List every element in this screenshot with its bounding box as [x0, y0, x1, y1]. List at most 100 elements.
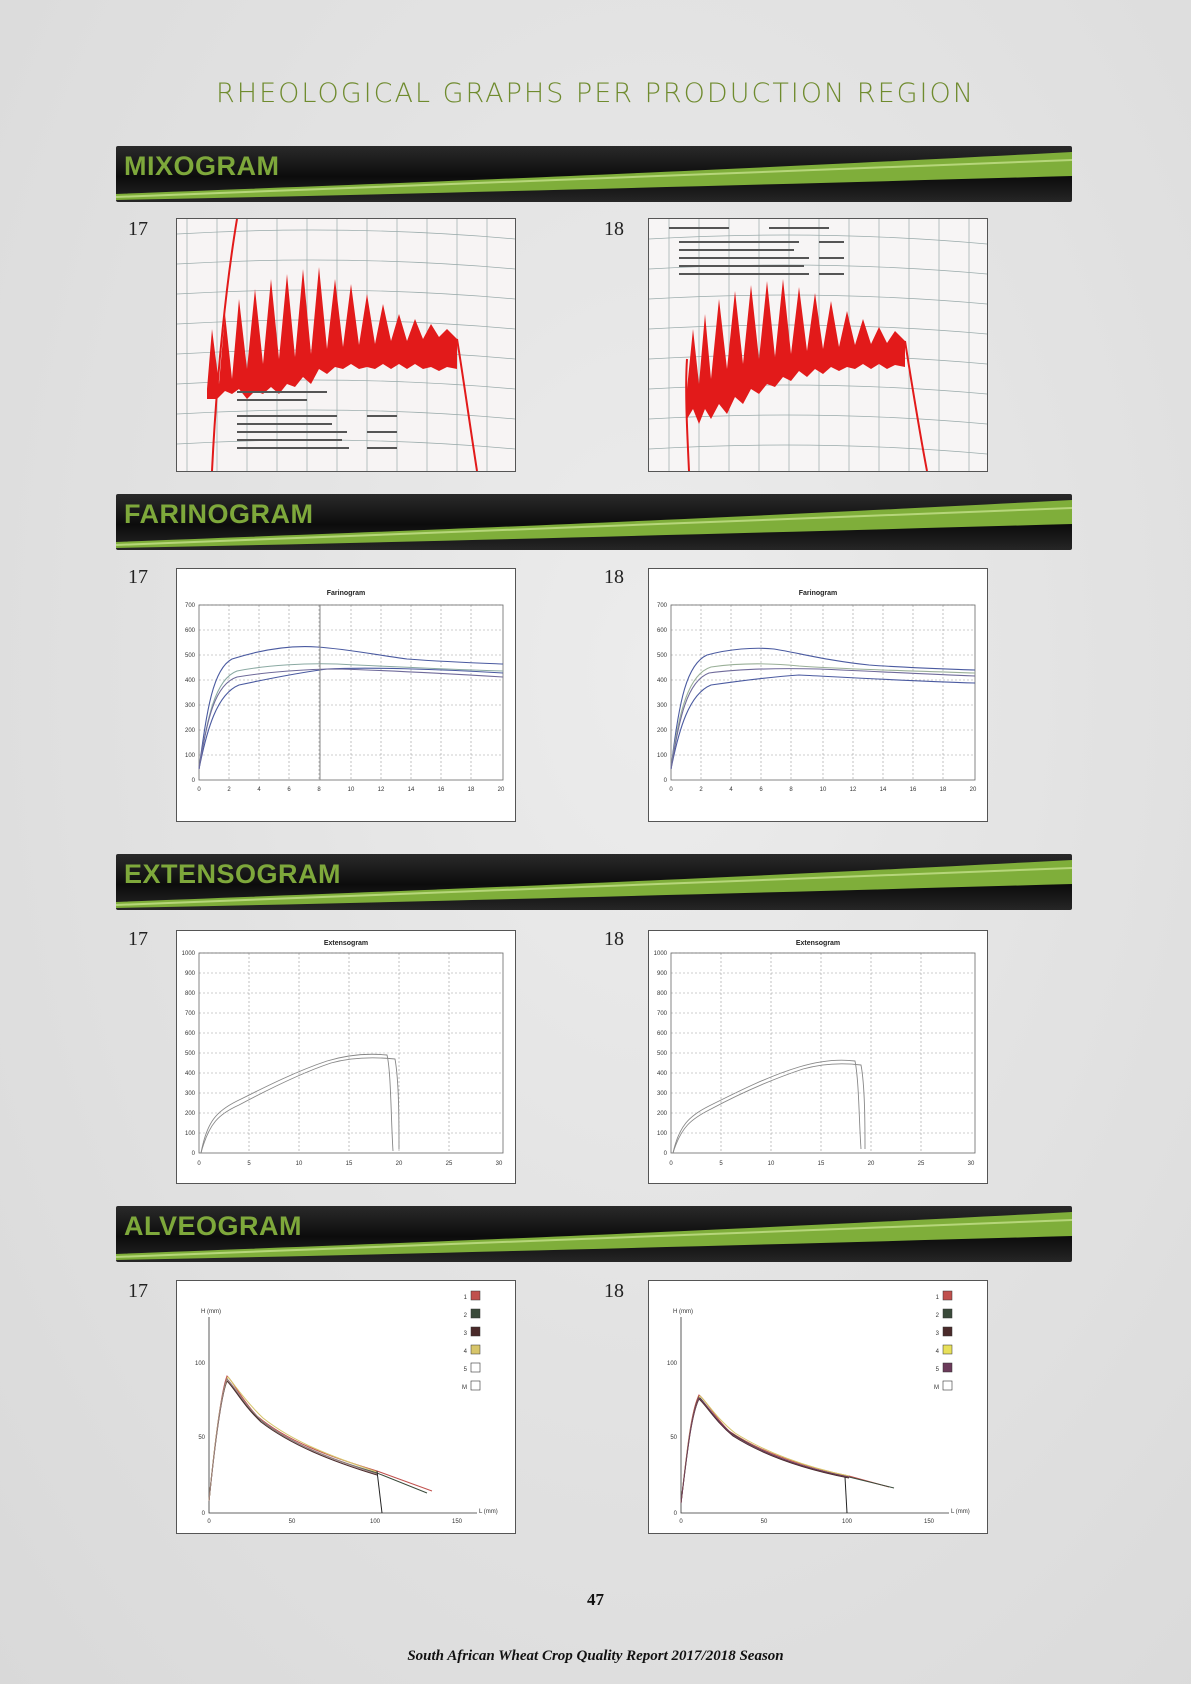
grass-blade-graphic	[116, 1212, 1072, 1260]
section-heading-extensogram: EXTENSOGRAM	[124, 859, 342, 889]
svg-text:500: 500	[185, 653, 196, 659]
legend-label: 2	[464, 1313, 468, 1319]
svg-text:50: 50	[761, 1519, 768, 1525]
section-band-farinogram: FARINOGRAM	[116, 494, 1072, 550]
legend-label: 5	[936, 1367, 940, 1373]
legend-label: M	[934, 1385, 939, 1391]
svg-text:100: 100	[185, 753, 196, 759]
x-axis-label: L (mm)	[951, 1509, 970, 1515]
legend-label: 5	[464, 1367, 468, 1373]
section-band-alveogram: ALVEOGRAM	[116, 1206, 1072, 1262]
svg-text:18: 18	[940, 787, 947, 793]
section-heading-mixogram: MIXOGRAM	[124, 151, 280, 181]
extensogram-chart-18: Extensogram 0 100 200 300 400 500 600 700 800 …	[648, 930, 988, 1184]
page-number: 47	[587, 1590, 604, 1609]
svg-text:10: 10	[768, 1161, 775, 1167]
svg-text:0: 0	[197, 1161, 201, 1167]
svg-text:14: 14	[408, 787, 415, 793]
svg-text:5: 5	[247, 1161, 251, 1167]
svg-text:15: 15	[818, 1161, 825, 1167]
svg-text:20: 20	[498, 787, 505, 793]
legend-label: 3	[936, 1331, 940, 1337]
legend: 1 2 3 4 5 M	[462, 1290, 481, 1391]
svg-text:700: 700	[185, 603, 196, 609]
svg-text:5: 5	[719, 1161, 723, 1167]
section-heading-alveogram: ALVEOGRAM	[124, 1211, 302, 1241]
svg-text:700: 700	[185, 1011, 196, 1017]
region-label: 18	[604, 566, 624, 588]
legend-label: M	[462, 1385, 467, 1391]
svg-text:200: 200	[185, 1111, 196, 1117]
chart-title: Farinogram	[327, 590, 366, 597]
page-title: RHEOLOGICAL GRAPHS PER PRODUCTION REGION	[216, 78, 975, 109]
svg-text:300: 300	[185, 703, 196, 709]
svg-text:100: 100	[370, 1519, 381, 1525]
svg-text:900: 900	[657, 971, 668, 977]
section-band-extensogram: EXTENSOGRAM	[116, 854, 1072, 910]
svg-text:15: 15	[346, 1161, 353, 1167]
svg-text:16: 16	[910, 787, 917, 793]
svg-text:200: 200	[657, 1111, 668, 1117]
svg-text:800: 800	[185, 991, 196, 997]
svg-text:600: 600	[657, 628, 668, 634]
svg-text:10: 10	[348, 787, 355, 793]
svg-text:500: 500	[657, 1051, 668, 1057]
chart-title: Extensogram	[324, 940, 368, 947]
svg-text:4: 4	[257, 787, 261, 793]
region-label: 18	[604, 218, 624, 240]
svg-text:12: 12	[850, 787, 857, 793]
region-label: 17	[128, 928, 148, 950]
svg-text:500: 500	[185, 1051, 196, 1057]
svg-text:50: 50	[670, 1435, 677, 1441]
y-axis-label: H (mm)	[673, 1309, 693, 1315]
svg-text:100: 100	[657, 1131, 668, 1137]
svg-text:20: 20	[396, 1161, 403, 1167]
svg-text:0: 0	[664, 778, 668, 784]
legend-label: 4	[464, 1349, 468, 1355]
svg-text:25: 25	[918, 1161, 925, 1167]
svg-text:100: 100	[842, 1519, 853, 1525]
svg-text:30: 30	[496, 1161, 503, 1167]
svg-text:600: 600	[185, 628, 196, 634]
svg-text:100: 100	[667, 1361, 678, 1367]
svg-text:700: 700	[657, 1011, 668, 1017]
svg-text:1000: 1000	[654, 951, 668, 957]
svg-text:600: 600	[185, 1031, 196, 1037]
svg-text:30: 30	[968, 1161, 975, 1167]
svg-text:8: 8	[317, 787, 321, 793]
svg-text:8: 8	[789, 787, 793, 793]
region-label: 17	[128, 218, 148, 240]
mixogram-chart-18	[648, 218, 988, 472]
svg-text:0: 0	[202, 1511, 206, 1517]
svg-text:100: 100	[185, 1131, 196, 1137]
alveogram-chart-17: H (mm) L (mm) 0 50 100 0 50 100 150 1 2 3 4 5…	[176, 1280, 516, 1534]
legend-label: 2	[936, 1313, 940, 1319]
legend-label: 1	[936, 1295, 940, 1301]
svg-text:0: 0	[207, 1519, 211, 1525]
alveogram-chart-18: H (mm) L (mm) 0 50 100 0 50 100 150 1 2 3 4 5…	[648, 1280, 988, 1534]
svg-text:0: 0	[669, 787, 673, 793]
svg-text:16: 16	[438, 787, 445, 793]
svg-text:6: 6	[759, 787, 763, 793]
legend: 1 2 3 4 5 M	[934, 1290, 953, 1391]
extensogram-chart-17: Extensogram 0 100 200 300 400 500 600 700 800 …	[176, 930, 516, 1184]
svg-text:6: 6	[287, 787, 291, 793]
svg-text:4: 4	[729, 787, 733, 793]
svg-text:150: 150	[452, 1519, 463, 1525]
svg-text:0: 0	[664, 1151, 668, 1157]
svg-text:50: 50	[198, 1435, 205, 1441]
mixogram-chart-17	[176, 218, 516, 472]
svg-text:0: 0	[679, 1519, 683, 1525]
footer-text: South African Wheat Crop Quality Report …	[407, 1648, 784, 1664]
svg-text:0: 0	[192, 778, 196, 784]
svg-text:2: 2	[227, 787, 231, 793]
svg-text:600: 600	[657, 1031, 668, 1037]
section-band-mixogram: MIXOGRAM	[116, 146, 1072, 202]
x-axis-label: L (mm)	[479, 1509, 498, 1515]
section-heading-farinogram: FARINOGRAM	[124, 499, 314, 529]
svg-text:200: 200	[657, 728, 668, 734]
grass-blade-graphic	[116, 860, 1072, 908]
chart-title: Farinogram	[799, 590, 838, 597]
region-label: 18	[604, 928, 624, 950]
